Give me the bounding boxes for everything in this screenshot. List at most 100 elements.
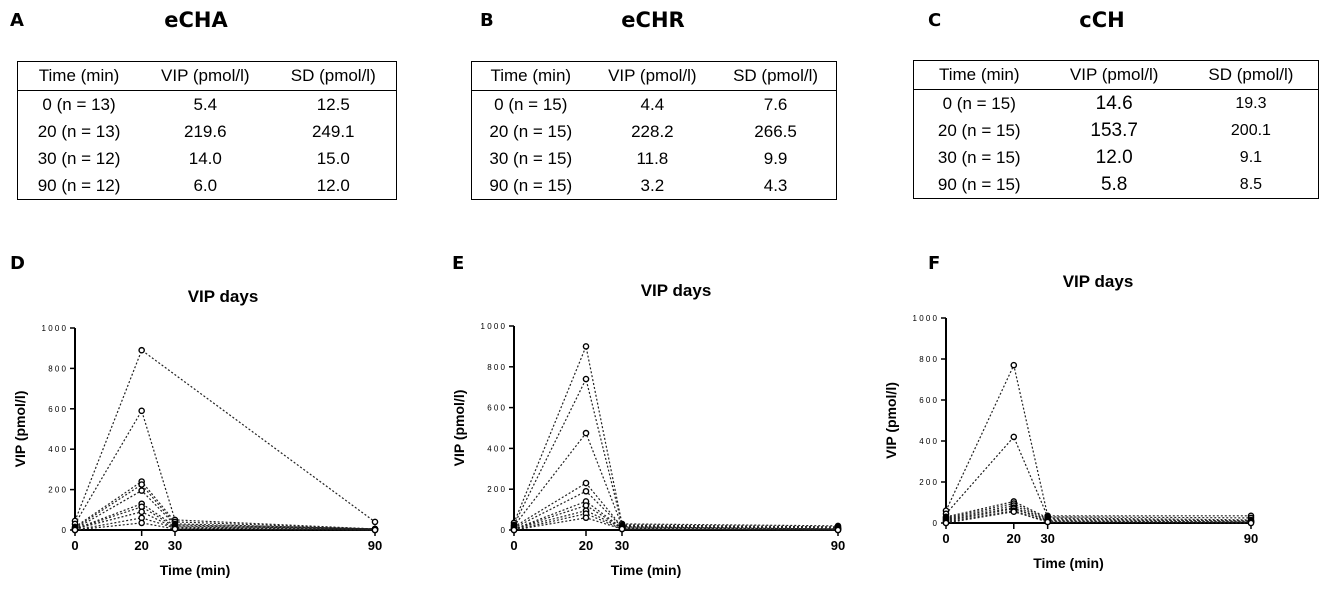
data-point [138,481,145,488]
y-axis-label: VIP (pmol/l) [451,390,467,467]
cell-sd: 9.1 [1239,148,1263,166]
series-line-9 [945,511,1252,524]
data-point [371,518,379,526]
data-point [71,526,79,534]
data-point [138,519,145,527]
cell-vip: 3.2 [640,175,665,195]
cell-time: 90 (n = 15) [489,175,573,195]
col-header-time: Time (min) [471,61,590,91]
series-line-4 [945,502,1252,522]
col-header-time: Time (min) [913,60,1045,90]
table-row: 90 (n = 15) 3.2 4.3 [472,172,837,200]
data-point [582,514,590,522]
x-tick-label: 90 [831,538,845,553]
x-tick-label: 30 [615,538,629,553]
x-tick-label: 20 [1007,531,1021,546]
cell-time: 0 (n = 13) [42,94,116,114]
y-tick-label: 0 [62,526,67,535]
y-tick-label: 4 0 0 [48,445,66,454]
series-line-3 [945,500,1252,521]
table-row: 30 (n = 12) 14.0 15.0 [18,145,397,172]
y-tick-label: 2 0 0 [48,486,66,495]
y-tick-label: 8 0 0 [487,363,505,372]
panel-letter-a: A [10,10,24,31]
table-c-title: cCH [1079,8,1125,32]
panel-letter-b: B [480,10,494,31]
table-a: Time (min) VIP (pmol/l) SD (pmol/l) 0 (n… [17,61,397,200]
cell-vip: 219.6 [184,121,227,141]
series-line-3 [74,480,376,530]
data-point [582,487,590,495]
x-tick-label: 90 [1244,531,1258,546]
col-header-sd: SD (pmol/l) [270,61,397,91]
data-point [582,375,590,383]
x-tick-label: 0 [510,538,517,553]
series-line-1 [74,349,376,523]
col-header-vip: VIP (pmol/l) [589,61,716,91]
y-axis-label: VIP (pmol/l) [12,391,28,468]
y-tick-label: 1 0 0 0 [42,324,67,333]
cell-time: 0 (n = 15) [494,94,568,114]
table-row: 0 (n = 13) 5.4 12.5 [18,91,397,119]
table-row: 20 (n = 15) 228.2 266.5 [472,118,837,145]
data-point [371,526,379,534]
table-row: 0 (n = 15) 14.6 19.3 [914,90,1319,118]
x-tick-label: 20 [579,538,593,553]
cell-sd: 200.1 [1230,121,1271,139]
series-line-1 [513,344,839,527]
table-row: 30 (n = 15) 12.0 9.1 [914,144,1319,171]
data-point [582,479,590,487]
data-point [618,525,626,533]
x-tick-label: 30 [1040,531,1054,546]
cell-vip: 5.8 [1100,173,1128,195]
x-tick-label: 0 [71,538,78,553]
table-c: Time (min) VIP (pmol/l) SD (pmol/l) 0 (n… [913,60,1319,199]
chart-f: VIP days 0 2 0 0 4 0 0 6 0 0 8 0 0 1 0 0 0 0 20 3… [883,272,1258,571]
y-tick-label: 0 [933,519,938,528]
x-axis-label: Time (min) [160,562,231,578]
table-header-row: Time (min) VIP (pmol/l) SD (pmol/l) [471,61,837,91]
data-point [510,526,518,534]
x-tick-label: 90 [368,538,382,553]
cell-vip: 14.0 [188,148,222,168]
y-tick-label: 8 0 0 [48,364,66,373]
cell-sd: 12.5 [316,94,350,114]
cell-sd: 266.5 [754,121,797,141]
cell-time: 30 (n = 15) [937,147,1021,167]
series-line-4 [74,483,376,530]
chart-e: VIP days 0 2 0 0 4 0 0 6 0 0 8 0 0 1 0 0 0 0 20 3… [451,281,845,578]
cell-time: 30 (n = 12) [37,148,121,168]
cell-time: 20 (n = 15) [489,121,573,141]
cell-vip: 11.8 [636,148,669,168]
cell-time: 30 (n = 15) [489,148,573,168]
cell-time: 20 (n = 15) [937,120,1021,140]
col-header-vip: VIP (pmol/l) [140,61,271,91]
data-point [1044,518,1051,526]
x-tick-label: 0 [942,531,949,546]
table-row: 20 (n = 13) 219.6 249.1 [18,118,397,145]
cell-vip: 153.7 [1090,119,1138,141]
table-row: 20 (n = 15) 153.7 200.1 [914,117,1319,144]
cell-vip: 6.0 [193,175,218,195]
cell-time: 0 (n = 15) [942,93,1016,113]
data-point [1010,361,1018,369]
col-header-time: Time (min) [17,61,141,91]
x-tick-label: 20 [134,538,148,553]
table-row: 30 (n = 15) 11.8 9.9 [472,145,837,172]
y-tick-label: 4 0 0 [919,437,937,446]
table-b-title: eCHR [621,8,685,32]
table-header-row: Time (min) VIP (pmol/l) SD (pmol/l) [913,60,1319,90]
series-line-5 [74,489,376,530]
data-point [138,407,145,415]
series-line-2 [74,409,376,530]
cell-sd: 19.3 [1235,94,1267,112]
data-point [942,519,950,527]
series-line-8 [74,511,376,530]
cell-sd: 15.0 [316,148,350,168]
y-tick-label: 8 0 0 [919,355,937,364]
y-axis-label: VIP (pmol/l) [883,382,899,459]
chart-title: VIP days [1063,272,1134,291]
table-a-title: eCHA [164,8,228,32]
data-point [834,526,842,534]
cell-vip: 14.6 [1095,92,1133,114]
